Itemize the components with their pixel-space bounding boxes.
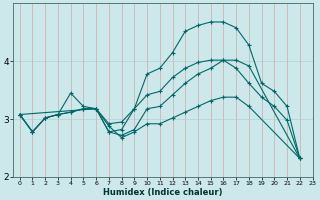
X-axis label: Humidex (Indice chaleur): Humidex (Indice chaleur) [103,188,223,197]
